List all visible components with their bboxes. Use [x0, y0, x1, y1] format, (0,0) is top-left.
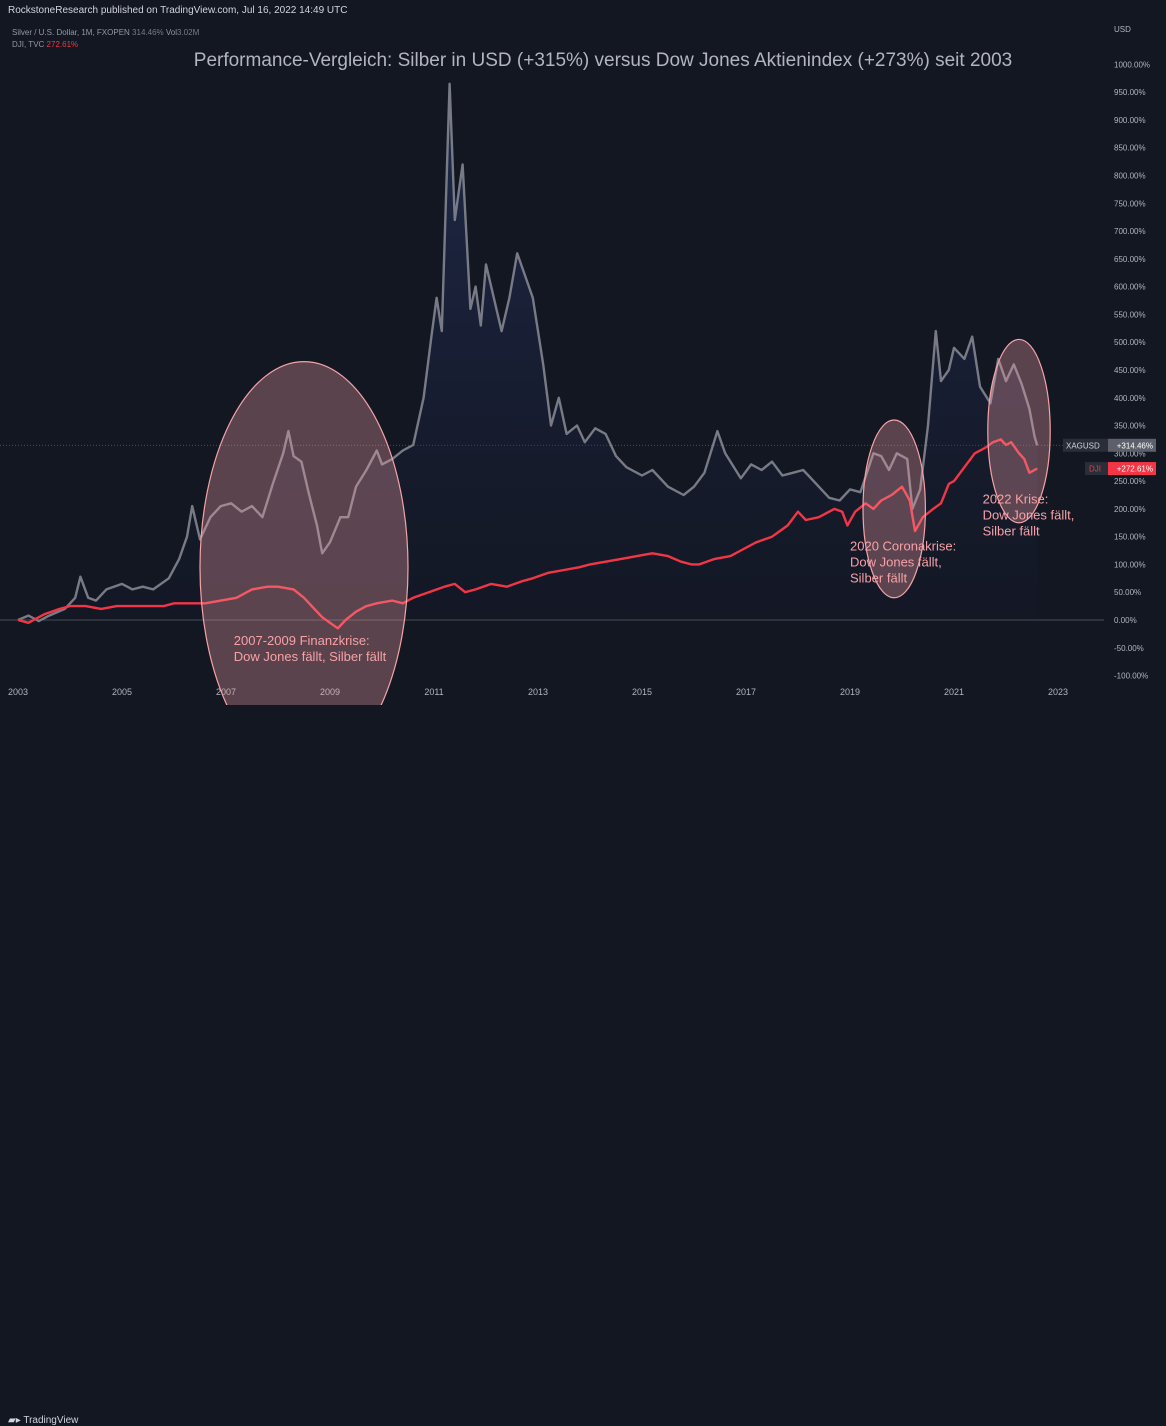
- badge-value-bg: [1108, 462, 1156, 476]
- bottom-bar: ▰▸ TradingView: [0, 705, 1166, 1426]
- x-tick-label: 2015: [632, 687, 652, 697]
- tradingview-logo[interactable]: ▰▸ TradingView: [8, 1415, 78, 1426]
- y-tick-label: 200.00%: [1114, 505, 1146, 514]
- y-tick-label: 450.00%: [1114, 366, 1146, 375]
- y-tick-label: -50.00%: [1114, 644, 1144, 653]
- tradingview-icon: ▰▸: [8, 1415, 21, 1426]
- legend-dji[interactable]: DJI, TVC 272.61%: [12, 39, 199, 51]
- badge-series-name: DJI: [1089, 465, 1101, 474]
- y-tick-label: 900.00%: [1114, 116, 1146, 125]
- y-tick-label: 650.00%: [1114, 255, 1146, 264]
- annotation-text: 2020 Coronakrise:: [850, 539, 956, 554]
- crisis-highlight-ellipse: [987, 338, 1051, 524]
- annotation-text: Dow Jones fällt,: [850, 555, 942, 570]
- y-tick-label: 150.00%: [1114, 533, 1146, 542]
- series-value-badge-dji: DJI +272.61%: [1085, 462, 1156, 476]
- chart-title: Performance-Vergleich: Silber in USD (+3…: [193, 50, 1013, 71]
- chart-legend: Silver / U.S. Dollar, 1M, FXOPEN 314.46%…: [12, 27, 199, 51]
- x-tick-label: 2009: [320, 687, 340, 697]
- series-line-silver: [17, 82, 1039, 623]
- legend-dji-name: DJI, TVC: [12, 40, 45, 49]
- badge-series-value: +314.46%: [1117, 441, 1153, 450]
- y-tick-label: 750.00%: [1114, 199, 1146, 208]
- x-tick-label: 2021: [944, 687, 964, 697]
- x-tick-label: 2005: [112, 687, 132, 697]
- annotation-text: 2007-2009 Finanzkrise:: [234, 633, 370, 648]
- legend-vol-value: 3.02M: [177, 28, 200, 37]
- x-tick-label: 2011: [424, 687, 443, 697]
- price-axis-currency[interactable]: USD: [1114, 25, 1131, 34]
- series-value-badge-silver: XAGUSD +314.46%: [1063, 438, 1156, 452]
- y-tick-label: 600.00%: [1114, 283, 1146, 292]
- annotation-text: 2022 Krise:: [983, 491, 1049, 506]
- badge-value-bg: [1108, 438, 1156, 452]
- top-bar: RockstoneResearch published on TradingVi…: [0, 0, 1166, 22]
- y-tick-label: 850.00%: [1114, 144, 1146, 153]
- crisis-highlight-ellipse: [199, 361, 409, 729]
- y-tick-label: 950.00%: [1114, 88, 1146, 97]
- x-tick-label: 2023: [1048, 687, 1068, 697]
- annotation-text: Silber fällt: [850, 571, 907, 586]
- badge-series-value: +272.61%: [1117, 465, 1153, 474]
- tradingview-brand: TradingView: [23, 1415, 79, 1426]
- y-tick-label: 300.00%: [1114, 449, 1146, 458]
- series-line-dji: [17, 438, 1038, 630]
- annotation-text: Silber fällt: [983, 523, 1040, 538]
- y-tick-label: 1000.00%: [1114, 60, 1150, 69]
- publisher-info: RockstoneResearch published on TradingVi…: [8, 5, 348, 16]
- y-tick-label: 50.00%: [1114, 588, 1141, 597]
- x-tick-label: 2017: [736, 687, 756, 697]
- y-tick-label: 350.00%: [1114, 422, 1146, 431]
- y-tick-label: 800.00%: [1114, 172, 1146, 181]
- y-tick-label: 100.00%: [1114, 560, 1146, 569]
- x-tick-label: 2007: [216, 687, 236, 697]
- badge-series-name: XAGUSD: [1066, 441, 1100, 450]
- crisis-highlight-ellipse: [862, 419, 927, 599]
- y-tick-label: 250.00%: [1114, 477, 1146, 486]
- legend-silver[interactable]: Silver / U.S. Dollar, 1M, FXOPEN 314.46%…: [12, 27, 199, 39]
- legend-dji-value: 272.61%: [46, 40, 79, 49]
- y-tick-label: 400.00%: [1114, 394, 1146, 403]
- y-tick-label: 0.00%: [1114, 616, 1137, 625]
- y-tick-label: 700.00%: [1114, 227, 1146, 236]
- x-tick-label: 2003: [8, 687, 28, 697]
- legend-silver-value: 314.46%: [132, 28, 164, 37]
- legend-vol-label: Vol: [165, 28, 177, 37]
- legend-silver-name: Silver / U.S. Dollar, 1M, FXOPEN: [12, 28, 130, 37]
- chart-canvas[interactable]: 1000.00% 950.00% 900.00% 850.00% 800.00% 750.…: [0, 0, 1166, 729]
- y-tick-label: -100.00%: [1114, 672, 1148, 681]
- badge-name-bg: [1085, 462, 1108, 476]
- y-tick-label: 550.00%: [1114, 310, 1146, 319]
- x-tick-label: 2013: [528, 687, 548, 697]
- x-tick-label: 2019: [840, 687, 860, 697]
- y-tick-label: 500.00%: [1114, 338, 1146, 347]
- badge-name-bg: [1063, 438, 1108, 452]
- annotation-text: Dow Jones fällt, Silber fällt: [234, 649, 387, 664]
- annotation-text: Dow Jones fällt,: [983, 507, 1075, 522]
